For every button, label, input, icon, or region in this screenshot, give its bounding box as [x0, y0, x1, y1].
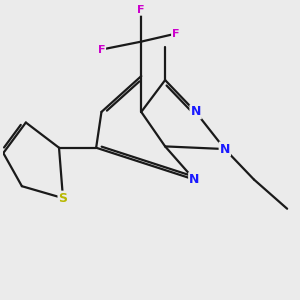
- Text: F: F: [172, 29, 179, 39]
- Text: N: N: [189, 173, 200, 186]
- Text: N: N: [220, 142, 230, 156]
- Text: N: N: [190, 105, 201, 119]
- Text: F: F: [98, 45, 105, 55]
- Text: F: F: [137, 5, 145, 15]
- Text: S: S: [58, 192, 68, 205]
